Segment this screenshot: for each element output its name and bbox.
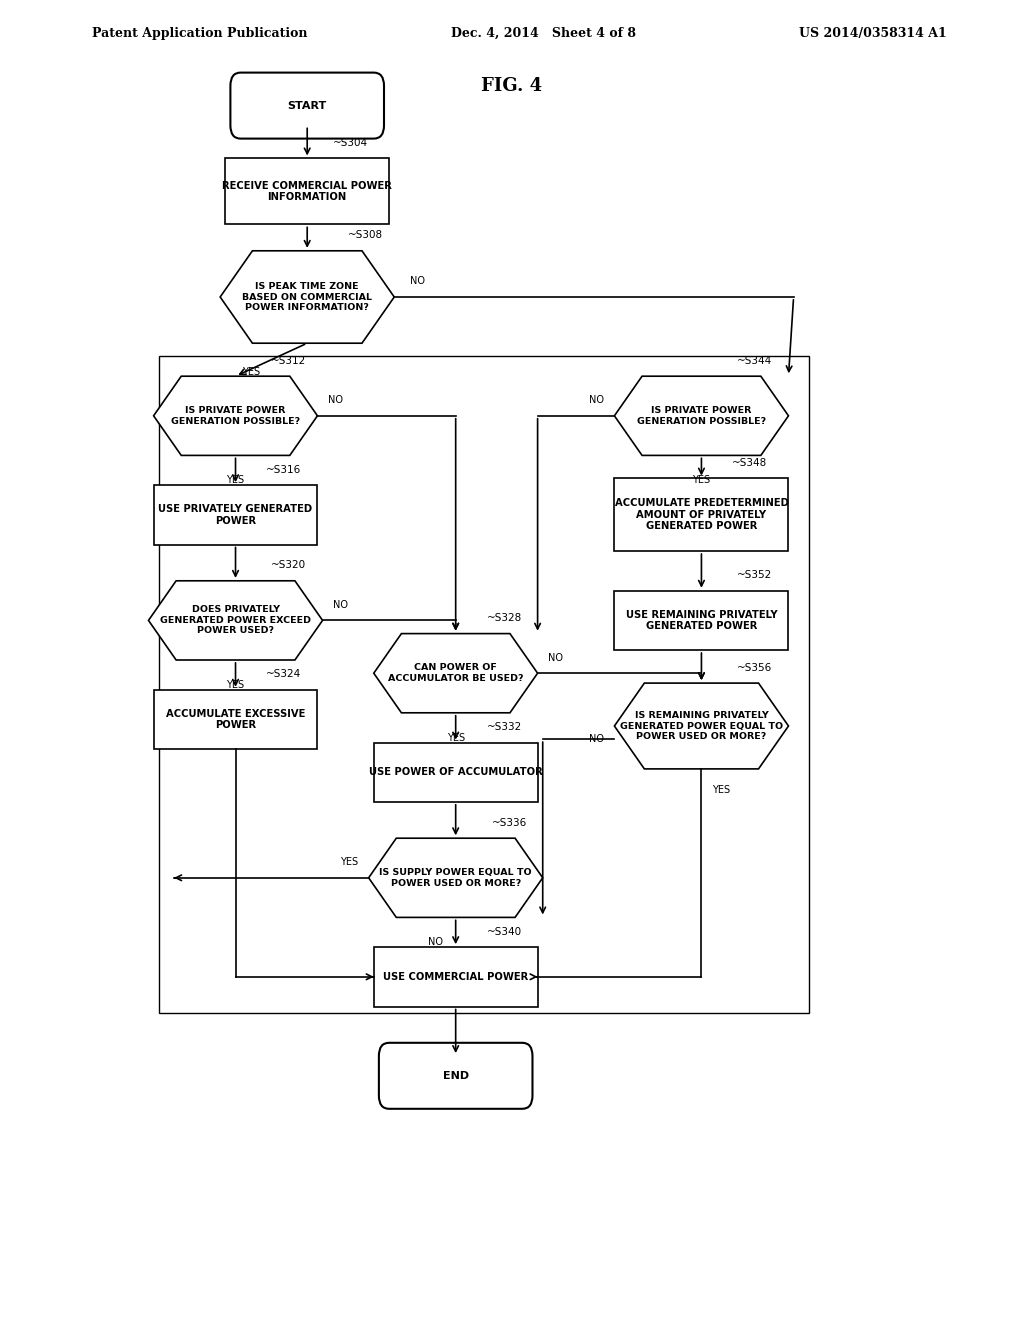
Text: USE REMAINING PRIVATELY
GENERATED POWER: USE REMAINING PRIVATELY GENERATED POWER xyxy=(626,610,777,631)
Text: IS PEAK TIME ZONE
BASED ON COMMERCIAL
POWER INFORMATION?: IS PEAK TIME ZONE BASED ON COMMERCIAL PO… xyxy=(243,282,372,312)
Text: NO: NO xyxy=(328,395,343,405)
Text: NO: NO xyxy=(410,276,425,286)
Text: ~S320: ~S320 xyxy=(271,560,306,570)
Text: YES: YES xyxy=(340,857,358,867)
Text: US 2014/0358314 A1: US 2014/0358314 A1 xyxy=(799,26,946,40)
Text: NO: NO xyxy=(548,652,563,663)
Text: ~S312: ~S312 xyxy=(271,355,306,366)
Text: YES: YES xyxy=(226,680,245,690)
Text: FIG. 4: FIG. 4 xyxy=(481,77,543,95)
Text: NO: NO xyxy=(589,734,604,744)
Text: USE COMMERCIAL POWER: USE COMMERCIAL POWER xyxy=(383,972,528,982)
Text: ~S328: ~S328 xyxy=(486,612,521,623)
Polygon shape xyxy=(148,581,323,660)
Polygon shape xyxy=(369,838,543,917)
Text: ~S344: ~S344 xyxy=(737,355,772,366)
Text: Patent Application Publication: Patent Application Publication xyxy=(92,26,307,40)
FancyBboxPatch shape xyxy=(614,478,788,552)
Text: IS PRIVATE POWER
GENERATION POSSIBLE?: IS PRIVATE POWER GENERATION POSSIBLE? xyxy=(171,407,300,425)
FancyBboxPatch shape xyxy=(154,484,317,544)
Polygon shape xyxy=(614,376,788,455)
FancyBboxPatch shape xyxy=(374,743,538,803)
Text: ACCUMULATE PREDETERMINED
AMOUNT OF PRIVATELY
GENERATED POWER: ACCUMULATE PREDETERMINED AMOUNT OF PRIVA… xyxy=(614,498,788,532)
Polygon shape xyxy=(220,251,394,343)
Text: ~S316: ~S316 xyxy=(266,465,301,475)
Text: ~S332: ~S332 xyxy=(486,722,521,731)
Text: ~S348: ~S348 xyxy=(732,458,767,469)
Text: YES: YES xyxy=(242,367,260,378)
Text: CAN POWER OF
ACCUMULATOR BE USED?: CAN POWER OF ACCUMULATOR BE USED? xyxy=(388,664,523,682)
Text: ACCUMULATE EXCESSIVE
POWER: ACCUMULATE EXCESSIVE POWER xyxy=(166,709,305,730)
Text: NO: NO xyxy=(589,395,604,405)
Text: USE PRIVATELY GENERATED
POWER: USE PRIVATELY GENERATED POWER xyxy=(159,504,312,525)
Bar xyxy=(159,356,809,1014)
Text: IS SUPPLY POWER EQUAL TO
POWER USED OR MORE?: IS SUPPLY POWER EQUAL TO POWER USED OR M… xyxy=(379,869,532,887)
Text: ~S352: ~S352 xyxy=(737,570,772,581)
Text: YES: YES xyxy=(692,475,711,486)
FancyBboxPatch shape xyxy=(230,73,384,139)
Text: NO: NO xyxy=(333,599,348,610)
Polygon shape xyxy=(614,682,788,768)
Text: START: START xyxy=(288,100,327,111)
Text: NO: NO xyxy=(428,937,442,948)
Text: Dec. 4, 2014   Sheet 4 of 8: Dec. 4, 2014 Sheet 4 of 8 xyxy=(451,26,636,40)
FancyBboxPatch shape xyxy=(154,689,317,750)
FancyBboxPatch shape xyxy=(225,158,389,224)
FancyBboxPatch shape xyxy=(379,1043,532,1109)
Text: DOES PRIVATELY
GENERATED POWER EXCEED
POWER USED?: DOES PRIVATELY GENERATED POWER EXCEED PO… xyxy=(160,606,311,635)
Text: ~S340: ~S340 xyxy=(486,927,521,937)
Polygon shape xyxy=(374,634,538,713)
FancyBboxPatch shape xyxy=(374,948,538,1006)
Text: ~S356: ~S356 xyxy=(737,663,772,672)
FancyBboxPatch shape xyxy=(614,590,788,649)
Text: IS PRIVATE POWER
GENERATION POSSIBLE?: IS PRIVATE POWER GENERATION POSSIBLE? xyxy=(637,407,766,425)
Text: YES: YES xyxy=(712,784,730,795)
Text: ~S308: ~S308 xyxy=(348,230,383,240)
Polygon shape xyxy=(154,376,317,455)
Text: RECEIVE COMMERCIAL POWER
INFORMATION: RECEIVE COMMERCIAL POWER INFORMATION xyxy=(222,181,392,202)
Text: ~S304: ~S304 xyxy=(333,137,368,148)
Text: ~S336: ~S336 xyxy=(492,817,526,828)
Text: YES: YES xyxy=(446,733,465,743)
Text: IS REMAINING PRIVATELY
GENERATED POWER EQUAL TO
POWER USED OR MORE?: IS REMAINING PRIVATELY GENERATED POWER E… xyxy=(620,711,783,741)
Text: END: END xyxy=(442,1071,469,1081)
Text: USE POWER OF ACCUMULATOR: USE POWER OF ACCUMULATOR xyxy=(369,767,543,777)
Text: ~S324: ~S324 xyxy=(266,669,301,678)
Text: YES: YES xyxy=(226,475,245,486)
